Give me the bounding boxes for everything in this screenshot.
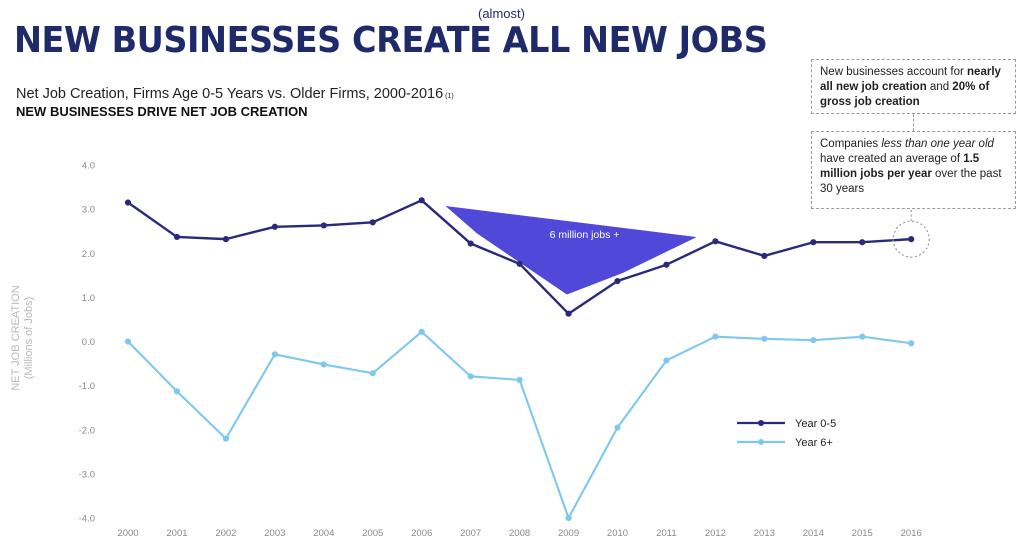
data-point-year-6-plus — [761, 335, 768, 342]
chart-subtitle-text: Net Job Creation, Firms Age 0-5 Years vs… — [16, 86, 444, 102]
data-point-year-0-5 — [467, 240, 474, 247]
x-tick-label: 2000 — [117, 528, 138, 539]
data-point-year-6-plus — [418, 328, 425, 335]
data-point-year-0-5 — [222, 236, 229, 243]
data-point-year-6-plus — [222, 435, 229, 442]
x-tick-label: 2012 — [705, 528, 726, 539]
data-point-year-0-5 — [712, 238, 719, 245]
x-tick-label: 2008 — [509, 528, 530, 539]
data-point-year-6-plus — [467, 373, 474, 380]
data-point-year-0-5 — [908, 236, 915, 243]
legend-label: Year 6+ — [795, 437, 833, 449]
data-point-year-6-plus — [663, 357, 670, 364]
y-tick-label: -1.0 — [79, 381, 95, 392]
legend-swatch-dot — [758, 439, 764, 445]
x-tick-label: 2006 — [411, 528, 432, 539]
data-point-year-6-plus — [369, 370, 376, 377]
title-note: (almost) — [478, 6, 525, 21]
x-tick-label: 2007 — [460, 528, 481, 539]
data-point-year-0-5 — [859, 239, 866, 246]
x-tick-label: 2002 — [215, 528, 236, 539]
chart-subtitle: Net Job Creation, Firms Age 0-5 Years vs… — [16, 86, 454, 102]
data-point-year-6-plus — [320, 361, 327, 368]
data-point-year-6-plus — [908, 340, 915, 347]
callout-text-part: nearly all new job creation — [820, 66, 1001, 93]
y-tick-label: 4.0 — [82, 161, 95, 172]
callout-young-company-jobs: Companies less than one year old have cr… — [811, 131, 1016, 209]
data-point-year-0-5 — [271, 223, 278, 230]
callout-text-part: over the past 30 years — [820, 168, 1002, 195]
x-tick-label: 2016 — [901, 528, 922, 539]
callout-text-part: and — [926, 81, 953, 93]
data-point-year-6-plus — [810, 337, 817, 344]
x-tick-label: 2003 — [264, 528, 285, 539]
data-point-year-0-5 — [418, 197, 425, 204]
x-tick-label: 2011 — [656, 528, 676, 539]
x-tick-label: 2013 — [754, 528, 775, 539]
highlight-circle — [892, 220, 930, 258]
legend-label: Year 0-5 — [795, 418, 836, 430]
y-tick-label: 1.0 — [82, 293, 95, 304]
y-tick-label: -2.0 — [79, 425, 95, 436]
legend-swatch-dot — [758, 420, 764, 426]
x-tick-label: 2015 — [852, 528, 873, 539]
data-point-year-0-5 — [320, 222, 327, 229]
data-point-year-0-5 — [369, 219, 376, 226]
y-tick-label: 3.0 — [82, 205, 95, 216]
callout-text-part: 1.5 million jobs per year — [820, 153, 980, 180]
data-point-year-6-plus — [124, 338, 132, 345]
callout-text-part: New businesses account for — [820, 66, 968, 78]
y-tick-label: -3.0 — [79, 469, 95, 480]
x-tick-label: 2014 — [803, 528, 824, 539]
x-tick-label: 2010 — [607, 528, 628, 539]
data-point-year-0-5 — [614, 277, 621, 285]
data-point-year-0-5 — [124, 199, 132, 206]
y-axis-label-main: NET JOB CREATION — [10, 285, 22, 391]
data-point-year-0-5 — [663, 261, 670, 268]
annotation-label: 6 million jobs + — [550, 229, 620, 241]
chart-subheading: NEW BUSINESSES DRIVE NET JOB CREATION — [16, 104, 308, 119]
data-point-year-0-5 — [516, 260, 523, 267]
data-point-year-6-plus — [859, 333, 866, 340]
data-point-year-0-5 — [810, 239, 817, 246]
series-line-year-6-plus — [127, 330, 912, 520]
data-point-year-6-plus — [173, 388, 181, 395]
data-point-year-0-5 — [761, 252, 768, 259]
data-point-year-6-plus — [712, 333, 719, 340]
data-point-year-0-5 — [565, 310, 572, 317]
data-point-year-6-plus — [516, 376, 523, 383]
callout-text-part: less than one year old — [881, 138, 994, 150]
y-tick-label: 2.0 — [82, 249, 95, 260]
x-tick-label: 2009 — [558, 528, 579, 539]
callout-text-part: have created an average of — [820, 153, 964, 165]
y-axis-label: NET JOB CREATION (Millions of Jobs) — [10, 238, 36, 438]
x-tick-label: 2004 — [313, 528, 334, 539]
x-tick-label: 2001 — [166, 528, 187, 539]
data-point-year-6-plus — [271, 351, 278, 358]
callout-new-business-share: New businesses account for nearly all ne… — [811, 59, 1016, 114]
data-point-year-6-plus — [614, 424, 621, 431]
callout-text-part: 20% of gross job creation — [820, 81, 990, 108]
x-tick-label: 2005 — [362, 528, 383, 539]
annotation-shape — [435, 200, 708, 300]
subtitle-footnote: (1) — [445, 93, 454, 100]
callout-connector — [913, 114, 914, 131]
callout-text-part: Companies — [820, 138, 882, 150]
y-tick-label: 0.0 — [82, 337, 95, 348]
y-axis-label-units: (Millions of Jobs) — [23, 296, 35, 380]
data-point-year-0-5 — [173, 233, 181, 241]
y-tick-label: -4.0 — [79, 514, 95, 525]
page-title: NEW BUSINESSES CREATE ALL NEW JOBS — [14, 20, 768, 61]
data-point-year-6-plus — [565, 514, 572, 522]
